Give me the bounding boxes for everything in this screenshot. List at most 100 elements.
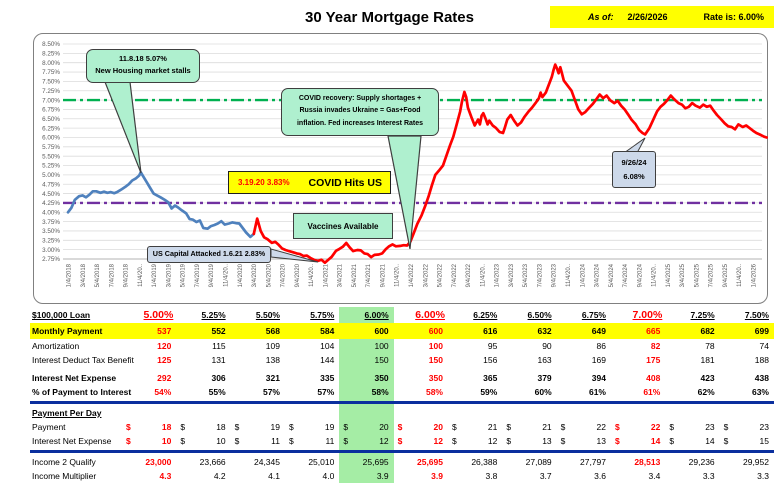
pct-of-payment-to-interest-value-0: 54% — [154, 387, 172, 397]
y-axis-label: 4.25% — [42, 200, 60, 207]
currency-amount: 23 — [759, 422, 769, 432]
x-axis-label: 1/4/2025 — [666, 263, 672, 287]
x-axis-label: 1/4/2024 — [580, 263, 586, 287]
x-axis-label: 3/4/2023 — [509, 263, 515, 287]
monthly-payment-value-8: 649 — [591, 326, 606, 336]
currency-amount: 11 — [325, 436, 335, 446]
payment-per-day-value-3: $19 — [285, 422, 339, 432]
x-axis-label: 1/4/2019 — [152, 263, 158, 287]
x-axis-label: 11/4/20.. — [223, 264, 229, 287]
x-axis-label: 5/4/2025 — [694, 263, 700, 287]
interest-net-expense-value-6: 365 — [483, 373, 498, 383]
y-axis-label: 7.25% — [42, 88, 60, 95]
as-of-date: 2/26/2026 — [627, 12, 668, 22]
x-axis-label: 11/4/20.. — [566, 264, 572, 287]
currency-amount: 14 — [650, 436, 661, 446]
x-axis-label: 9/4/2021 — [380, 263, 386, 287]
pct-of-payment-to-interest-value-10: 62% — [697, 387, 715, 397]
rate-column-header-0: 5.00% — [143, 309, 174, 321]
income-multiplier-value-7: 3.7 — [539, 471, 552, 481]
interest-deduct-tax-benefit-value-4: 150 — [374, 355, 389, 365]
interest-net-expense-value-3: 335 — [320, 373, 335, 383]
currency-symbol: $ — [451, 422, 457, 432]
currency-amount: 19 — [270, 422, 280, 432]
currency-symbol: $ — [288, 436, 294, 446]
x-axis-label: 5/4/2019 — [181, 263, 187, 287]
monthly-payment-label: Monthly Payment — [32, 326, 103, 336]
as-of-label: As of: — [588, 12, 614, 22]
x-axis-label: 11/4/20.. — [480, 264, 486, 287]
annotation-line: COVID recovery: Supply shortages + — [298, 95, 422, 102]
rate-column-header-10: 7.25% — [690, 310, 715, 320]
monthly-payment-value-5: 600 — [428, 326, 443, 336]
currency-symbol: $ — [723, 436, 729, 446]
payment-per-day-value-4: $20 — [339, 422, 393, 432]
x-axis-label: 5/4/2024 — [609, 263, 615, 287]
interest-net-expense-per-day-value-10: $14 — [665, 436, 719, 446]
monthly-payment-value-11: 699 — [754, 326, 769, 336]
x-axis-label: 7/4/2025 — [709, 263, 715, 287]
currency-symbol: $ — [288, 422, 294, 432]
loan-label: $100,000 Loan — [32, 310, 91, 320]
payment-per-day-label: Payment — [32, 422, 66, 432]
income-multiplier-value-10: 3.3 — [702, 471, 715, 481]
y-axis-label: 3.00% — [42, 247, 60, 254]
pct-of-payment-to-interest-value-2: 57% — [262, 387, 280, 397]
currency-amount: 13 — [596, 436, 606, 446]
amortization-value-9: 82 — [650, 341, 661, 351]
x-axis-label: 11/4/20.. — [737, 264, 743, 287]
y-axis-label: 8.25% — [42, 51, 60, 58]
interest-net-expense-value-0: 292 — [157, 373, 172, 383]
x-axis-label: 7/4/2020 — [281, 263, 287, 287]
x-axis-label: 7/4/2024 — [623, 263, 629, 287]
row-monthly-payment: Monthly Payment 537 552 568 584 600 600 616 632 6… — [30, 323, 774, 339]
annotation-line: Russia invades Ukraine = Gas+Food — [299, 107, 421, 115]
interest-net-expense-value-1: 306 — [211, 373, 226, 383]
y-axis-label: 5.25% — [42, 163, 60, 170]
currency-symbol: $ — [234, 422, 240, 432]
current-rate-label: Rate is: 6.00% — [703, 12, 764, 22]
annotation-line: Vaccines Available — [307, 221, 379, 231]
income-2-qualify-value-3: 25,010 — [308, 457, 335, 467]
annotation-covid-hits-us: 3.19.20 3.83% COVID Hits US — [228, 171, 391, 194]
currency-symbol: $ — [180, 422, 186, 432]
x-axis-label: 11/4/20.. — [309, 264, 315, 287]
interest-net-expense-label: Interest Net Expense — [32, 373, 117, 383]
x-axis-label: 1/4/2021 — [323, 263, 329, 287]
x-axis-label: 5/4/2021 — [352, 263, 358, 287]
rate-column-header-11: 7.50% — [744, 310, 769, 320]
interest-net-expense-value-5: 350 — [428, 373, 443, 383]
currency-symbol: $ — [180, 436, 186, 446]
y-axis-label: 4.50% — [42, 191, 60, 198]
amortization-value-0: 120 — [157, 341, 172, 351]
y-axis-label: 5.00% — [42, 172, 60, 179]
x-axis-label: 5/4/2022 — [438, 263, 444, 287]
interest-net-expense-value-11: 438 — [754, 373, 769, 383]
x-axis-label: 1/4/2023 — [495, 263, 501, 287]
section-label: Payment Per Day — [32, 408, 102, 418]
amortization-value-4: 100 — [374, 341, 389, 351]
interest-net-expense-per-day-value-9: $14 — [611, 436, 665, 446]
monthly-payment-value-2: 568 — [265, 326, 280, 336]
pct-of-payment-to-interest-label: % of Payment to Interest — [32, 387, 132, 397]
currency-symbol: $ — [343, 422, 349, 432]
payment-per-day-value-7: $21 — [502, 422, 556, 432]
x-axis-label: 1/4/2026 — [752, 263, 758, 287]
table-header-row: $100,000 Loan 5.00% 5.25% 5.50% 5.75% 6.00% 6.… — [30, 307, 774, 323]
amortization-value-6: 95 — [487, 341, 498, 351]
currency-amount: 20 — [433, 422, 443, 432]
y-axis-label: 8.00% — [42, 60, 60, 67]
rate-column-header-3: 5.75% — [310, 310, 335, 320]
currency-amount: 18 — [161, 422, 172, 432]
income-2-qualify-value-8: 27,797 — [579, 457, 606, 467]
interest-net-expense-per-day-value-4: $12 — [339, 436, 393, 446]
income-multiplier-value-9: 3.4 — [648, 471, 661, 481]
annotation-line: inflation. Fed increases Interest Rates — [296, 119, 424, 127]
x-axis-label: 3/4/2024 — [595, 263, 601, 287]
amortization-label: Amortization — [32, 341, 80, 351]
pct-of-payment-to-interest-value-5: 58% — [425, 387, 443, 397]
row-income-multiplier: Income Multiplier 4.3 4.2 4.1 4.0 3.9 3.9 3.8 3.… — [30, 469, 774, 483]
interest-net-expense-value-10: 423 — [700, 373, 715, 383]
rate-column-header-1: 5.25% — [201, 310, 226, 320]
